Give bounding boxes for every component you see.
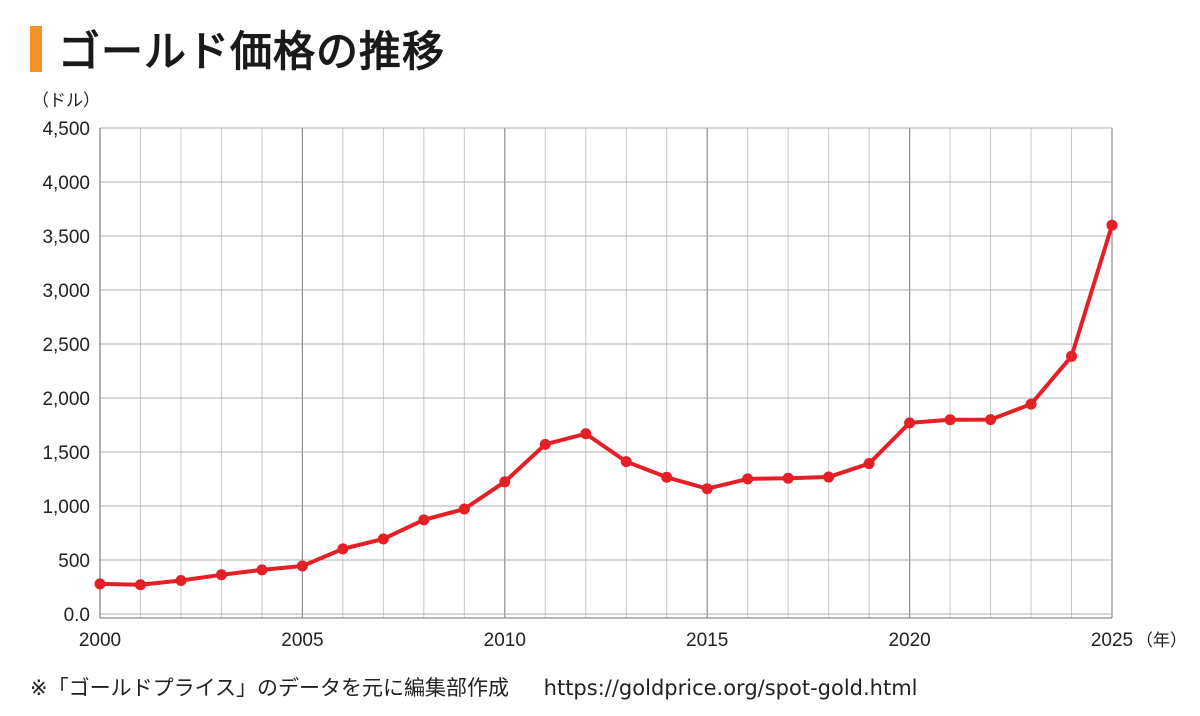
data-point-2008 [418,514,430,526]
tick-labels: 0.0 500 1,000 1,500 2,000 2,500 3,000 3,500 4,00… [32,91,1187,651]
y-tick-label-500: 500 [58,551,90,572]
data-point-2001 [134,579,146,591]
y-tick-label-3500: 3,500 [42,227,90,248]
data-point-2024 [1066,350,1078,362]
title-accent-bar [30,26,42,72]
data-point-2020 [904,417,916,429]
data-point-2013 [620,456,632,468]
data-point-2017 [782,472,794,484]
data-point-2012 [580,428,592,440]
data-point-2004 [256,564,268,576]
data-point-2006 [337,543,349,555]
y-tick-label-3000: 3,000 [42,281,90,302]
data-point-2018 [823,471,835,483]
x-tick-label-2020: 2020 [888,630,930,651]
x-unit-label: （年） [1136,631,1187,651]
chart-title: ゴールド価格の推移 [58,27,446,76]
x-tick-label-2000: 2000 [79,630,121,651]
data-point-2022 [985,414,997,426]
source-url: https://goldprice.org/spot-gold.html [543,676,918,700]
data-point-2015 [701,483,713,495]
grid [99,127,1113,618]
data-point-2019 [863,458,875,470]
data-point-2025 [1106,219,1118,231]
y-tick-label-2000: 2,000 [42,389,90,410]
x-tick-label-2010: 2010 [484,630,526,651]
x-tick-label-2025: 2025 [1091,630,1133,651]
axes [99,128,1112,619]
data-point-2002 [175,575,187,587]
x-tick-label-2005: 2005 [281,630,323,651]
y-unit-label: （ドル） [32,91,100,111]
source-note: ※「ゴールドプライス」のデータを元に編集部作成 https://goldpric… [30,672,918,702]
y-tick-label-2500: 2,500 [42,335,90,356]
data-point-2009 [458,503,470,515]
data-point-2007 [377,533,389,545]
series-line-0 [98,223,1114,587]
data-point-2016 [742,473,754,485]
y-tick-label-1000: 1,000 [42,497,90,518]
y-tick-label-4500: 4,500 [42,119,90,140]
y-tick-label-1500: 1,500 [42,443,90,464]
source-note-text: ※「ゴールドプライス」のデータを元に編集部作成 [30,676,509,700]
data-point-2010 [499,476,511,488]
series [94,219,1118,591]
data-point-2011 [539,438,551,450]
data-point-2000 [94,578,106,590]
data-point-2014 [661,471,673,483]
x-tick-label-2015: 2015 [686,630,728,651]
y-tick-label-4000: 4,000 [42,173,90,194]
y-tick-label-0: 0.0 [64,605,90,626]
data-point-2021 [944,414,956,426]
data-point-2023 [1025,398,1037,410]
data-point-2005 [296,560,308,572]
data-point-2003 [215,569,227,581]
